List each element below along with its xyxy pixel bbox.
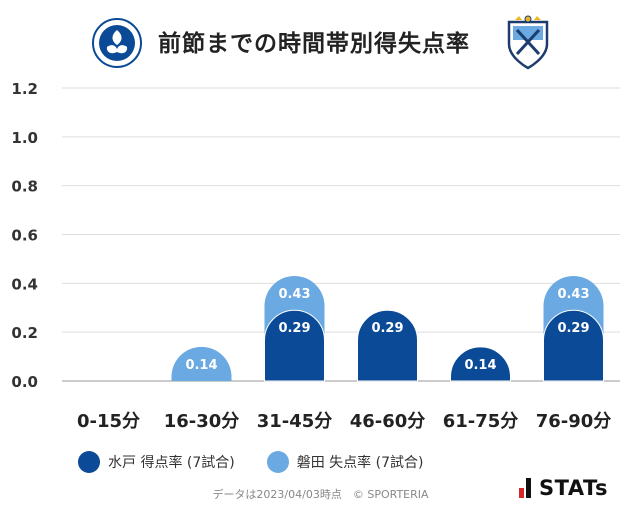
stats-brand-text: STATs <box>539 476 608 500</box>
data-label-away: 0.43 <box>278 287 310 302</box>
y-tick-label: 0.8 <box>11 178 38 196</box>
data-label-home: 0.29 <box>557 321 589 336</box>
bar-home-5 <box>543 309 604 382</box>
stats-bars-icon <box>519 478 533 498</box>
bar-home-2 <box>264 309 325 382</box>
y-tick-label: 0.0 <box>11 373 38 391</box>
y-tick-label: 0.2 <box>11 324 38 342</box>
y-tick-label: 1.2 <box>11 80 38 98</box>
x-tick-label: 46-60分 <box>350 411 426 432</box>
x-tick-label: 76-90分 <box>536 411 612 432</box>
x-tick-label: 16-30分 <box>164 411 240 432</box>
chart-header: 前節までの時間帯別得失点率 <box>0 0 641 84</box>
x-tick-label: 31-45分 <box>257 411 333 432</box>
home-team-crest-icon <box>92 18 142 68</box>
footer-note: データは2023/04/03時点 © SPORTERIA <box>212 488 429 501</box>
x-tick-label: 61-75分 <box>443 411 519 432</box>
legend-swatch-home <box>78 451 100 473</box>
legend-item-home: 水戸 得点率 (7試合) <box>78 451 235 473</box>
legend-swatch-away <box>266 451 289 473</box>
y-tick-label: 0.4 <box>11 275 38 293</box>
bar-chart: 0.0 0.2 0.4 0.6 0.8 1.0 1.2 0-15分 0.14 16-30分 0.43… <box>11 80 620 432</box>
data-label-home: 0.14 <box>464 358 496 373</box>
away-team-crest-icon <box>507 15 549 70</box>
legend-item-away: 磐田 失点率 (7試合) <box>266 451 424 473</box>
data-label-away: 0.43 <box>557 287 589 302</box>
y-tick-label: 1.0 <box>11 129 38 147</box>
x-tick-label: 0-15分 <box>77 411 140 432</box>
chart-legend: 水戸 得点率 (7試合) 磐田 失点率 (7試合) <box>78 448 455 476</box>
bar-away-1 <box>171 346 232 381</box>
y-tick-label: 0.6 <box>11 227 38 245</box>
legend-label-home: 水戸 得点率 (7試合) <box>108 455 235 471</box>
bar-home-3 <box>357 309 418 382</box>
data-label-away: 0.14 <box>185 358 217 373</box>
data-label-home: 0.29 <box>371 321 403 336</box>
data-label-home: 0.29 <box>278 321 310 336</box>
legend-label-away: 磐田 失点率 (7試合) <box>296 455 424 471</box>
stats-brand-logo: STATs <box>519 476 608 500</box>
page-title: 前節までの時間帯別得失点率 <box>158 31 470 57</box>
bar-home-4 <box>450 346 511 382</box>
